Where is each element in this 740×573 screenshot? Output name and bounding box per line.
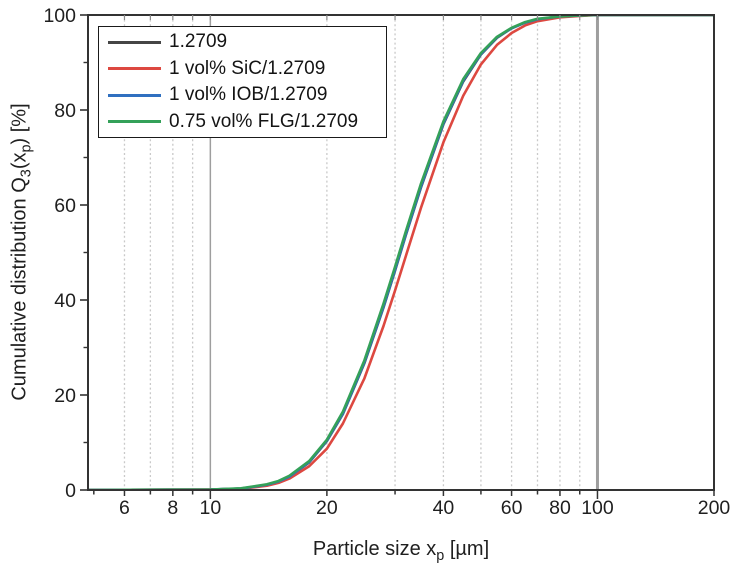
x-tick-label: 8: [167, 497, 178, 519]
y-tick-label: 20: [54, 385, 76, 407]
axis-title-subscript: p: [436, 548, 445, 564]
x-tick-label: 200: [698, 497, 731, 519]
legend-swatch: [108, 67, 161, 71]
x-tick-label: 10: [199, 497, 221, 519]
legend-swatch: [108, 120, 161, 124]
axis-title-subscript: p: [18, 144, 35, 153]
legend-item: 1.2709: [99, 31, 386, 53]
series-curve: [88, 15, 714, 490]
legend-swatch: [108, 40, 161, 44]
y-axis-title: Cumulative distribution Q3(xp) [%]: [8, 103, 35, 401]
axis-title-text: Cumulative distribution Q: [8, 177, 31, 401]
y-tick-label: 60: [54, 195, 76, 217]
legend-swatch: [108, 93, 161, 97]
legend-label: 1 vol% SiC/1.2709: [169, 57, 326, 79]
y-tick-label: 40: [54, 290, 76, 312]
y-tick-label: 80: [54, 100, 76, 122]
axis-title-text: (x: [8, 152, 31, 170]
axis-title-text: Particle size x: [312, 538, 437, 560]
x-tick-label: 20: [316, 497, 338, 519]
x-tick-label: 6: [119, 497, 130, 519]
x-tick-label: 60: [501, 497, 523, 519]
legend: 1.2709 1 vol% SiC/1.2709 1 vol% IOB/1.2709…: [98, 26, 387, 138]
legend-label: 1.2709: [169, 31, 228, 53]
legend-item: 1 vol% IOB/1.2709: [99, 84, 386, 106]
x-tick-label: 40: [433, 497, 455, 519]
curves-group: [88, 15, 714, 490]
legend-item: 0.75 vol% FLG/1.2709: [99, 111, 386, 133]
x-tick-label: 100: [581, 497, 614, 519]
x-tick-label: 80: [549, 497, 571, 519]
legend-item: 1 vol% SiC/1.2709: [99, 58, 386, 80]
y-tick-label: 0: [65, 480, 76, 502]
legend-label: 1 vol% IOB/1.2709: [169, 84, 328, 106]
axis-title-subscript: 3: [18, 169, 35, 178]
x-axis-title: Particle size xp [µm]: [312, 538, 490, 564]
y-tick-label: 100: [43, 5, 76, 27]
axis-title-text: ) [%]: [8, 103, 31, 145]
axis-title-text: [µm]: [444, 538, 490, 560]
legend-label: 0.75 vol% FLG/1.2709: [169, 110, 359, 132]
